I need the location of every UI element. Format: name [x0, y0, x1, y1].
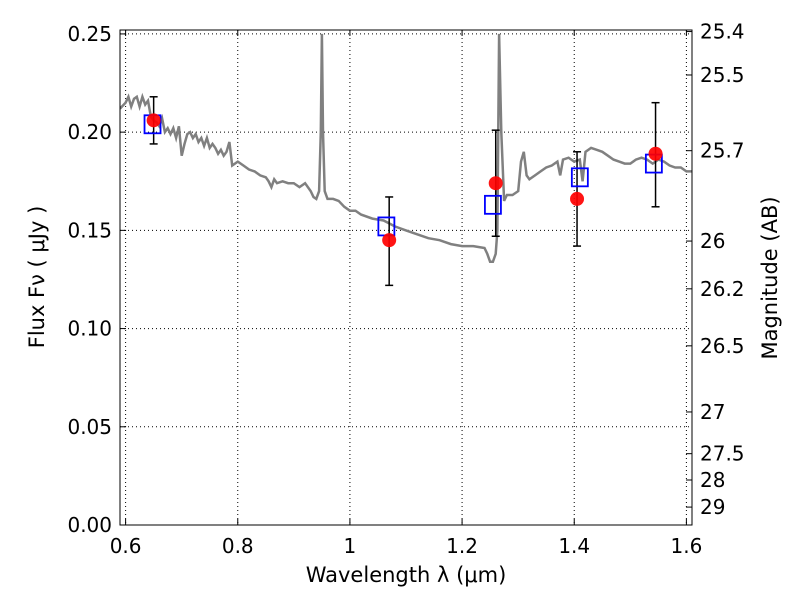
y-tick-label: 0.10 [67, 317, 112, 341]
grid-lines [120, 30, 692, 525]
y2-tick-label: 25.4 [700, 20, 745, 44]
observed-flux-point [382, 233, 397, 248]
y2-tick-label: 26.5 [700, 334, 745, 358]
y2-tick-label: 25.5 [700, 63, 745, 87]
y-tick-label: 0.00 [67, 513, 112, 537]
x-tick-label: 0.6 [110, 534, 142, 558]
observed-flux-point [648, 146, 663, 161]
plot-frame [119, 29, 693, 526]
x-tick-label: 0.8 [222, 534, 254, 558]
y2-axis-label: Magnitude (AB) [758, 196, 782, 359]
x-tick-label: 1 [344, 534, 357, 558]
model-photometry-square [570, 167, 589, 188]
y2-tick-label: 26 [700, 229, 725, 253]
y-tick-label: 0.05 [67, 415, 112, 439]
x-tick-label: 1.2 [446, 534, 478, 558]
x-tick-label: 1.6 [670, 534, 702, 558]
y-axis-label: Flux Fν ( μJy ) [25, 206, 49, 349]
y-tick-label: 0.20 [67, 120, 112, 144]
y2-tick-label: 25.7 [700, 139, 745, 163]
model-photometry-square [484, 194, 502, 215]
axis-ticks: 0.6 0.8 1 1.2 1.4 1.6 0.00 0.05 0.10 0.15 0.20 0.25… [67, 20, 744, 558]
model-spectrum-line [120, 33, 692, 264]
y2-tick-label: 29 [700, 495, 725, 519]
observed-flux-point [146, 113, 161, 128]
y-tick-label: 0.25 [67, 22, 112, 46]
x-axis-label: Wavelength λ (μm) [306, 563, 507, 587]
y-tick-label: 0.15 [67, 218, 112, 242]
data-layer [120, 33, 692, 287]
y2-tick-label: 28 [700, 468, 725, 492]
plot-background [120, 30, 692, 525]
observed-flux-point [488, 176, 503, 191]
y2-tick-label: 26.2 [700, 277, 745, 301]
y2-tick-label: 27.5 [700, 442, 745, 466]
y2-tick-label: 27 [700, 400, 725, 424]
observed-flux-point [570, 191, 585, 206]
x-tick-label: 1.4 [558, 534, 590, 558]
